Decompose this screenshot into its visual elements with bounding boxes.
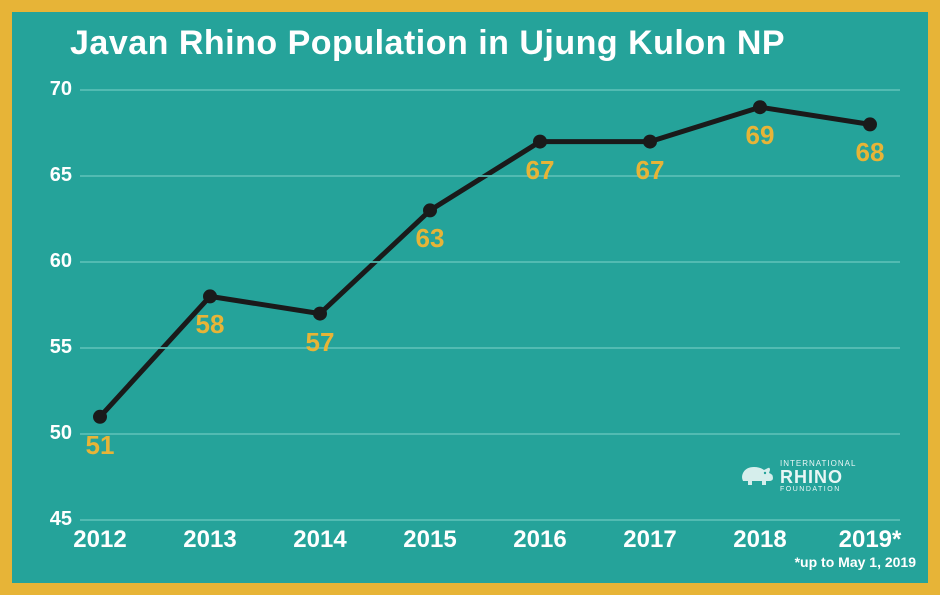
x-axis-tick: 2018 [710, 526, 810, 554]
x-axis-tick: 2014 [270, 526, 370, 554]
gridline [80, 347, 900, 349]
y-axis-tick: 70 [26, 78, 72, 101]
gridline [80, 519, 900, 521]
data-value-label: 51 [70, 430, 130, 461]
data-marker [643, 135, 657, 149]
data-marker [753, 100, 767, 114]
data-marker [93, 410, 107, 424]
logo-text: INTERNATIONAL RHINO FOUNDATION [780, 460, 856, 493]
x-axis-tick: 2019* [820, 526, 920, 554]
x-axis-tick: 2015 [380, 526, 480, 554]
data-value-label: 57 [290, 327, 350, 358]
x-axis-tick: 2017 [600, 526, 700, 554]
line-chart-svg [80, 90, 900, 520]
y-axis-tick: 60 [26, 250, 72, 273]
y-axis-tick: 55 [26, 336, 72, 359]
x-axis-tick: 2016 [490, 526, 590, 554]
x-axis-tick: 2013 [160, 526, 260, 554]
data-value-label: 68 [840, 137, 900, 168]
data-marker [423, 203, 437, 217]
data-value-label: 67 [620, 155, 680, 186]
gridline [80, 261, 900, 263]
x-axis-tick: 2012 [50, 526, 150, 554]
logo-line3: FOUNDATION [780, 486, 856, 493]
y-axis-tick: 65 [26, 164, 72, 187]
data-value-label: 69 [730, 120, 790, 151]
data-marker [863, 117, 877, 131]
org-logo: INTERNATIONAL RHINO FOUNDATION [740, 460, 856, 493]
logo-line2: RHINO [780, 468, 856, 486]
plot-area [80, 90, 900, 520]
gridline [80, 89, 900, 91]
data-value-label: 58 [180, 309, 240, 340]
chart-frame: Javan Rhino Population in Ujung Kulon NP… [0, 0, 940, 595]
chart-title: Javan Rhino Population in Ujung Kulon NP [70, 24, 785, 63]
gridline [80, 175, 900, 177]
rhino-icon [740, 461, 774, 492]
gridline [80, 433, 900, 435]
data-value-label: 63 [400, 223, 460, 254]
data-value-label: 67 [510, 155, 570, 186]
footnote: *up to May 1, 2019 [795, 554, 916, 570]
y-axis-tick: 50 [26, 422, 72, 445]
data-marker [203, 289, 217, 303]
data-marker [533, 135, 547, 149]
data-marker [313, 307, 327, 321]
